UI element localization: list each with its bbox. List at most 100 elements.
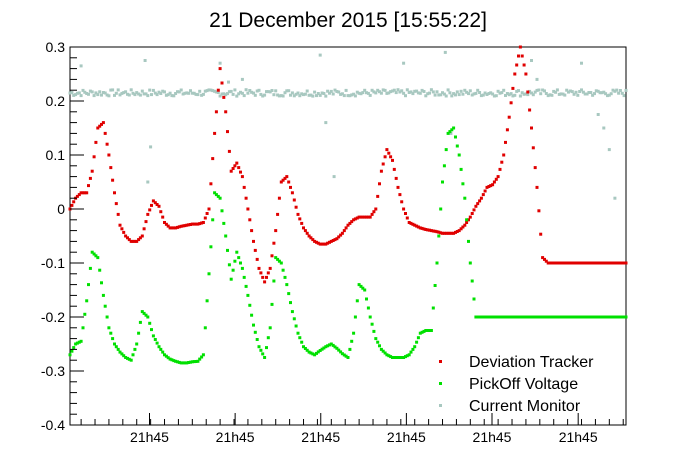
deviation-tracker-point xyxy=(326,241,330,245)
pickoff-voltage-point xyxy=(537,315,541,319)
deviation-tracker-point xyxy=(138,236,142,240)
pickoff-voltage-point xyxy=(177,360,181,364)
deviation-tracker-point xyxy=(105,142,109,146)
pickoff-voltage-point xyxy=(203,326,207,330)
current-monitor-point xyxy=(324,94,328,98)
pickoff-voltage-point xyxy=(98,268,102,272)
deviation-tracker-point xyxy=(407,221,411,224)
deviation-tracker-point xyxy=(155,203,159,206)
deviation-tracker-point xyxy=(485,185,489,189)
pickoff-voltage-point xyxy=(355,299,359,303)
current-monitor-point xyxy=(285,89,289,93)
current-monitor-point xyxy=(350,93,354,97)
current-monitor-point xyxy=(179,88,183,92)
deviation-tracker-point xyxy=(598,261,602,265)
current-monitor-point xyxy=(318,93,322,97)
pickoff-voltage-point xyxy=(580,315,583,319)
current-monitor-point xyxy=(333,88,337,92)
current-monitor-point xyxy=(201,92,205,96)
deviation-tracker-point xyxy=(246,207,250,211)
current-monitor-point xyxy=(227,90,231,94)
current-monitor-point xyxy=(233,88,237,92)
current-monitor-point xyxy=(374,91,378,95)
current-monitor-point xyxy=(107,94,111,98)
pickoff-voltage-point xyxy=(463,196,467,200)
deviation-tracker-point xyxy=(324,242,328,246)
pickoff-voltage-point xyxy=(409,350,413,354)
current-monitor-point xyxy=(383,88,387,92)
current-monitor-point xyxy=(561,92,565,96)
deviation-tracker-point xyxy=(196,222,200,226)
deviation-tracker-point xyxy=(163,221,166,224)
deviation-tracker-point xyxy=(214,110,218,114)
pickoff-voltage-point xyxy=(611,315,615,319)
current-monitor-point xyxy=(461,92,465,96)
deviation-tracker-point xyxy=(189,223,192,226)
deviation-tracker-point xyxy=(487,185,491,188)
pickoff-voltage-point xyxy=(607,315,611,319)
deviation-tracker-point xyxy=(609,261,613,265)
deviation-tracker-point xyxy=(307,234,311,238)
pickoff-voltage-point xyxy=(127,357,131,361)
pickoff-voltage-point xyxy=(83,312,87,316)
current-monitor-point xyxy=(435,90,439,94)
pickoff-voltage-point xyxy=(374,337,378,341)
deviation-tracker-point xyxy=(615,261,619,265)
deviation-tracker-point xyxy=(580,261,583,265)
current-monitor-point xyxy=(615,88,619,92)
deviation-tracker-point xyxy=(81,191,85,195)
deviation-tracker-point xyxy=(472,208,476,212)
current-monitor-point xyxy=(559,92,563,96)
current-monitor-point xyxy=(522,92,526,96)
deviation-tracker-point xyxy=(507,115,511,119)
pickoff-voltage-point xyxy=(237,256,241,260)
current-monitor-point xyxy=(570,90,574,94)
pickoff-voltage-point xyxy=(535,315,539,319)
deviation-tracker-point xyxy=(624,261,628,265)
pickoff-voltage-series xyxy=(68,126,628,365)
deviation-tracker-point xyxy=(489,184,493,188)
deviation-tracker-point xyxy=(124,234,128,238)
current-monitor-point xyxy=(520,91,524,95)
legend-label-current-monitor: Current Monitor xyxy=(469,398,581,415)
deviation-tracker-point xyxy=(620,261,624,265)
deviation-tracker-point xyxy=(153,201,157,205)
deviation-tracker-point xyxy=(148,208,152,212)
deviation-tracker-point xyxy=(144,220,148,224)
pickoff-voltage-point xyxy=(161,350,165,354)
pickoff-voltage-point xyxy=(100,281,103,285)
pickoff-voltage-point xyxy=(164,354,168,358)
deviation-tracker-point xyxy=(183,224,187,228)
current-monitor-point xyxy=(554,90,558,94)
current-monitor-point xyxy=(79,94,83,98)
pickoff-voltage-point xyxy=(235,250,239,254)
legend-label-pickoff-voltage: PickOff Voltage xyxy=(469,376,578,393)
current-monitor-point xyxy=(164,93,168,97)
current-monitor-point xyxy=(391,89,394,93)
deviation-tracker-point xyxy=(515,63,519,67)
pickoff-voltage-point xyxy=(600,315,604,319)
current-monitor-point xyxy=(220,92,224,96)
deviation-tracker-point xyxy=(439,231,443,235)
pickoff-voltage-point xyxy=(266,336,270,340)
pickoff-voltage-point xyxy=(153,338,157,341)
pickoff-voltage-point xyxy=(511,315,515,319)
current-monitor-point xyxy=(463,88,467,92)
deviation-tracker-point xyxy=(392,167,396,171)
current-monitor-point xyxy=(133,93,137,97)
pickoff-voltage-point xyxy=(244,284,248,288)
current-monitor-point xyxy=(470,93,474,97)
current-monitor-point xyxy=(313,90,317,94)
current-monitor-point xyxy=(467,92,470,96)
deviation-tracker-point xyxy=(126,236,129,240)
pickoff-voltage-point xyxy=(77,340,81,344)
pickoff-voltage-point xyxy=(457,153,461,157)
deviation-tracker-point xyxy=(368,215,372,219)
pickoff-voltage-point xyxy=(518,315,522,319)
deviation-tracker-point xyxy=(113,191,116,195)
deviation-tracker-point xyxy=(548,261,552,265)
pickoff-voltage-point xyxy=(391,356,394,359)
y-tick-label: -0.1 xyxy=(41,255,65,271)
deviation-tracker-point xyxy=(311,238,315,242)
pickoff-voltage-point xyxy=(159,347,163,351)
